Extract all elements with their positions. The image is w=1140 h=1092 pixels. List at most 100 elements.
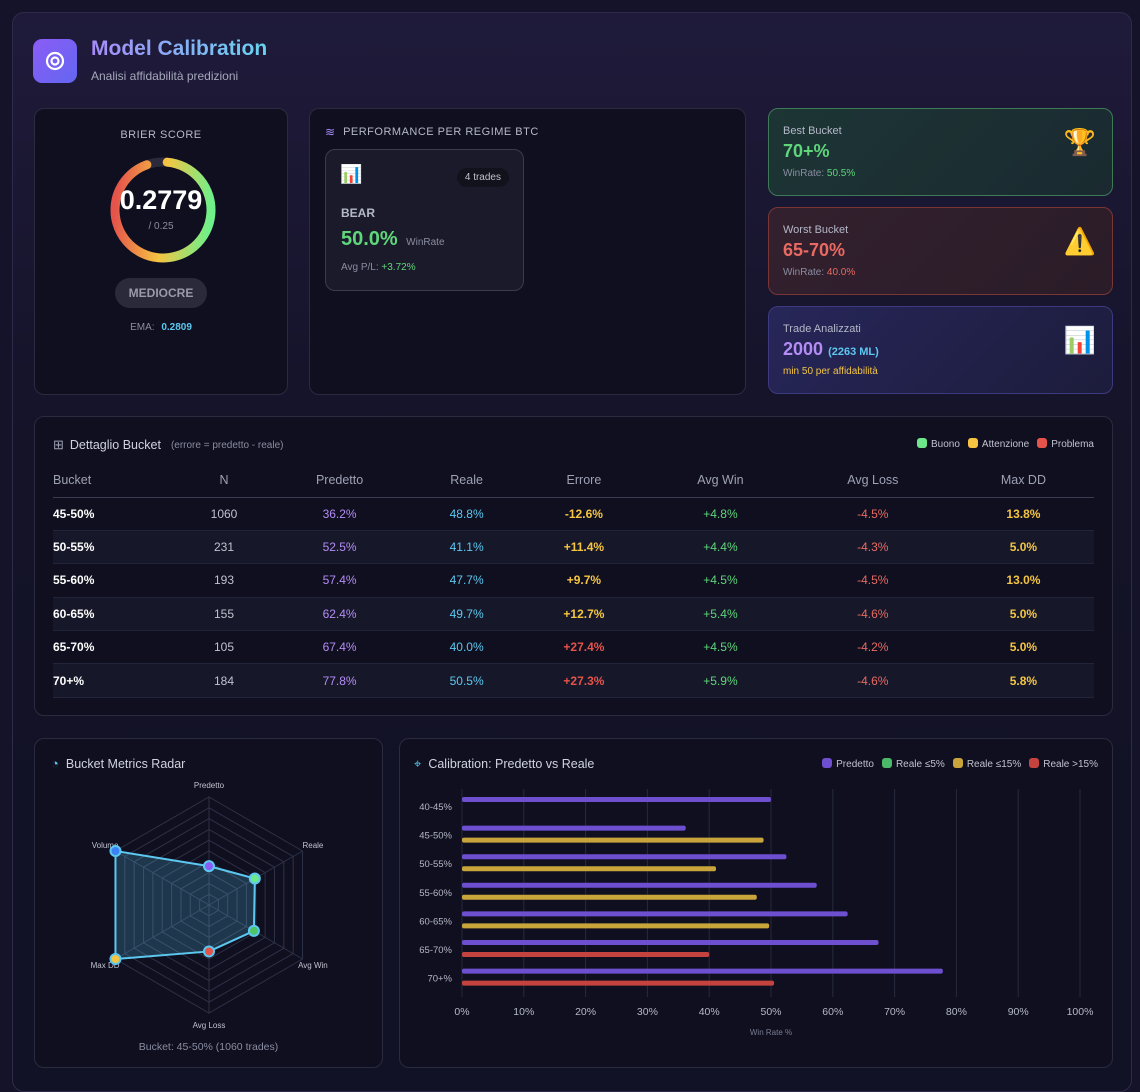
brier-gauge	[110, 157, 216, 263]
bar-reale[interactable]	[462, 952, 710, 957]
legend-item: Attenzione	[967, 438, 1029, 450]
bar-reale[interactable]	[462, 866, 716, 872]
radar-point[interactable]	[247, 924, 260, 937]
radar-axis-label: Avg Win	[298, 961, 328, 970]
bar-reale[interactable]	[462, 980, 775, 986]
radar-axis-label: Predetto	[194, 781, 225, 790]
legend-item[interactable]: Reale ≤5%	[881, 758, 945, 770]
cell-n: 193	[182, 563, 266, 598]
bar-reale[interactable]	[462, 923, 770, 929]
best-bucket-value: 70+%	[783, 141, 830, 161]
cell-predetto: 67.4%	[265, 630, 414, 665]
legend-swatch	[967, 438, 978, 448]
table-row[interactable]: 60-65% 155 62.4% 49.7% +12.7% +5.4% -4.6% 5.0%	[53, 597, 1094, 632]
cell-bucket: 60-65%	[53, 597, 183, 632]
cell-avg-win: +5.9%	[648, 663, 793, 698]
rating-badge: MEDIOCRE	[114, 278, 208, 308]
calibration-chart-card: ⌖ Calibration: Predetto vs Reale Predett…	[399, 738, 1113, 1068]
legend-item: Buono	[917, 438, 960, 450]
column-header[interactable]: Reale	[413, 463, 520, 498]
column-header[interactable]: Predetto	[265, 463, 414, 498]
cell-reale: 48.8%	[413, 497, 520, 531]
y-tick-label: 60-65%	[419, 916, 452, 927]
legend-label: Reale >15%	[1043, 759, 1098, 770]
trades-analyzed-card: Trade Analizzati 2000 (2263 ML) min 50 p…	[768, 306, 1113, 394]
radar-title: Bucket Metrics Radar	[65, 756, 186, 771]
cell-bucket: 55-60%	[53, 563, 183, 598]
x-tick-label: 80%	[946, 1006, 967, 1018]
legend-label: Predetto	[836, 759, 874, 770]
chart-legend: Predetto Reale ≤5% Reale ≤15% Reale >15%	[822, 758, 1098, 770]
cell-errore: +27.4%	[519, 630, 649, 665]
column-header[interactable]: Max DD	[952, 463, 1094, 498]
column-header[interactable]: Avg Loss	[792, 463, 953, 498]
legend-swatch	[952, 758, 963, 768]
legend-item[interactable]: Predetto	[822, 758, 874, 770]
cell-reale: 40.0%	[413, 630, 520, 665]
legend-item[interactable]: Reale >15%	[1029, 758, 1098, 770]
regime-card-bear[interactable]: 📊 4 trades BEAR 50.0% WinRate Avg P/L: +…	[325, 149, 524, 291]
bar-predetto[interactable]	[462, 825, 686, 831]
target-icon	[33, 39, 77, 83]
bar-predetto[interactable]	[462, 968, 943, 974]
cell-bucket: 70+%	[53, 663, 183, 698]
table-row[interactable]: 50-55% 231 52.5% 41.1% +11.4% +4.4% -4.3% 5.0%	[53, 530, 1094, 565]
y-tick-label: 55-60%	[419, 888, 452, 899]
cell-max-dd: 5.8%	[952, 663, 1094, 698]
radar-axis-label: Max DD	[91, 961, 120, 970]
radar-point[interactable]	[248, 872, 261, 885]
bar-predetto[interactable]	[462, 911, 848, 917]
bar-chart-icon: 📊	[1063, 325, 1096, 355]
regime-name: BEAR	[341, 206, 376, 220]
crosshair-icon: ⌖	[414, 756, 422, 771]
radar-point[interactable]	[109, 845, 122, 857]
legend-swatch	[1029, 758, 1040, 768]
cell-bucket: 50-55%	[53, 530, 183, 565]
x-tick-label: 60%	[822, 1006, 843, 1018]
bar-predetto[interactable]	[462, 797, 771, 802]
bar-predetto[interactable]	[462, 854, 787, 860]
cell-predetto: 52.5%	[265, 530, 414, 565]
column-header[interactable]: Avg Win	[648, 463, 793, 498]
legend-item[interactable]: Reale ≤15%	[952, 758, 1021, 770]
column-header[interactable]: N	[182, 463, 266, 498]
column-header[interactable]: Errore	[519, 463, 649, 498]
radar-caption: Bucket: 45-50% (1060 trades)	[138, 1041, 279, 1053]
trades-badge: 4 trades	[456, 168, 509, 187]
cell-bucket: 65-70%	[53, 630, 183, 665]
brier-value: 0.2779	[119, 185, 203, 215]
table-row[interactable]: 70+% 184 77.8% 50.5% +27.3% +5.9% -4.6% 5.8%	[53, 663, 1094, 698]
bar-reale[interactable]	[462, 837, 764, 843]
pl-label: Avg P/L:	[341, 262, 379, 273]
radar-axis-label: Volume	[92, 841, 119, 850]
trades-ml: (2263 ML)	[828, 346, 879, 358]
cell-max-dd: 5.0%	[952, 630, 1094, 665]
x-tick-label: 70%	[884, 1006, 905, 1018]
radar-chart: Predetto Reale Avg Win Avg Loss Max DD Volume	[91, 781, 328, 1030]
trades-value: 2000	[783, 339, 824, 359]
cell-avg-loss: -4.6%	[792, 597, 953, 632]
radar-axis-label: Avg Loss	[193, 1021, 226, 1030]
table-row[interactable]: 45-50% 1060 36.2% 48.8% -12.6% +4.8% -4.5% 13.8…	[53, 497, 1094, 531]
cell-reale: 50.5%	[413, 663, 520, 698]
column-header[interactable]: Bucket	[53, 463, 183, 498]
bar-predetto[interactable]	[462, 882, 817, 888]
legend-label: Problema	[1051, 439, 1094, 450]
table-row[interactable]: 55-60% 193 57.4% 47.7% +9.7% +4.5% -4.5% 13.0%	[53, 563, 1094, 598]
regime-performance-card: ≋ PERFORMANCE PER REGIME BTC 📊 4 trades …	[309, 108, 746, 395]
radar-point[interactable]	[203, 860, 215, 873]
table-row[interactable]: 65-70% 105 67.4% 40.0% +27.4% +4.5% -4.2% 5.0%	[53, 630, 1094, 665]
page-title: Model Calibration	[91, 37, 268, 60]
x-tick-label: 90%	[1008, 1006, 1029, 1018]
radar-point[interactable]	[203, 945, 215, 958]
cell-n: 1060	[182, 497, 266, 531]
trades-label: Trade Analizzati	[783, 323, 861, 335]
ema-value: 0.2809	[161, 322, 192, 333]
bar-reale[interactable]	[462, 894, 757, 900]
cell-n: 105	[182, 630, 266, 665]
radar-point[interactable]	[109, 953, 122, 965]
bar-predetto[interactable]	[462, 940, 879, 945]
winrate-label: WinRate	[406, 237, 445, 248]
bar-chart: 0% 10% 20% 30% 40% 50% 60% 70% 80% 90% 100% Win Rat…	[419, 789, 1093, 1037]
y-tick-label: 50-55%	[419, 859, 452, 870]
